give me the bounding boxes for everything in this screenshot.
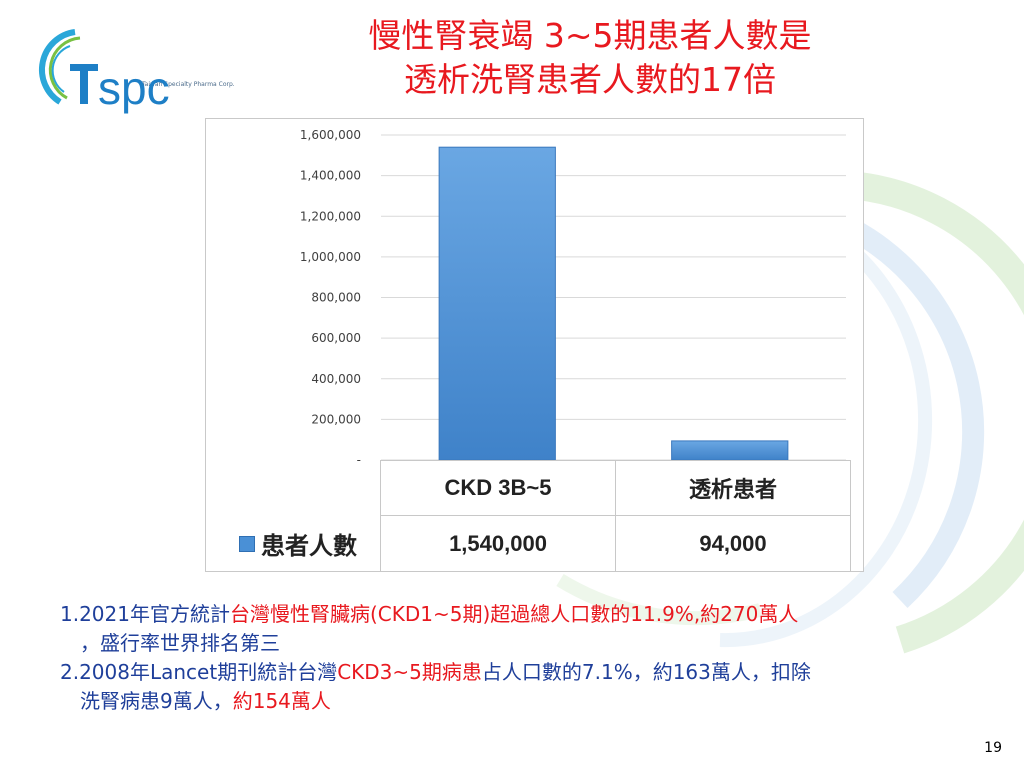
legend-entry: 患者人數: [228, 516, 381, 572]
note-2-part-d: 洗腎病患9萬人，: [80, 689, 233, 713]
legend-swatch: [239, 536, 255, 552]
category-label-0: CKD 3B~5: [380, 460, 616, 516]
note-2-part-b: CKD3~5期病患: [337, 660, 482, 684]
note-1-continued: ，盛行率世界排名第三: [60, 629, 990, 658]
value-label-0: 1,540,000: [380, 515, 616, 572]
y-tick-label: 1,400,000: [300, 169, 361, 183]
logo-text: spc: [98, 62, 170, 114]
title-line-2: 透析洗腎患者人數的17倍: [404, 60, 776, 99]
title-line-1: 慢性腎衰竭 3~5期患者人數是: [368, 16, 812, 55]
chart-data-table: CKD 3B~5 透析患者 患者人數 1,540,000 94,000: [228, 460, 851, 572]
note-1-part-c: 11.9%,約270萬人: [630, 602, 799, 626]
table-corner: [228, 461, 381, 516]
note-1-part-d: ，盛行率世界排名第三: [80, 631, 280, 655]
slide-title: 慢性腎衰竭 3~5期患者人數是 透析洗腎患者人數的17倍: [240, 14, 940, 102]
note-2: 2.2008年Lancet期刊統計台灣CKD3~5期病患占人口數的7.1%，約1…: [60, 658, 990, 687]
category-label-1: 透析患者: [615, 460, 851, 516]
company-logo: Taiwan Specialty Pharma Corp. spc: [30, 20, 235, 120]
page-number: 19: [984, 740, 1002, 756]
note-1-part-a: 1.2021年官方統計: [60, 602, 230, 626]
note-2-part-e: 約154萬人: [232, 689, 331, 713]
legend-label: 患者人數: [261, 532, 357, 560]
note-1-part-b: 台灣慢性腎臟病(CKD1~5期)超過總人口數的: [229, 602, 631, 626]
logo-mark: [38, 29, 98, 105]
y-tick-label: -: [357, 453, 361, 467]
value-label-1: 94,000: [615, 515, 851, 572]
note-2-part-c: 占人口數的7.1%，約163萬人，扣除: [481, 660, 811, 684]
y-tick-label: 1,200,000: [300, 209, 361, 223]
note-1: 1.2021年官方統計台灣慢性腎臟病(CKD1~5期)超過總人口數的11.9%,…: [60, 600, 990, 629]
note-2-part-a: 2.2008年Lancet期刊統計台灣: [60, 660, 338, 684]
bar-0: [438, 146, 556, 461]
logo-tagline: Taiwan Specialty Pharma Corp.: [142, 81, 235, 88]
y-tick-label: 1,600,000: [300, 128, 361, 142]
footnotes: 1.2021年官方統計台灣慢性腎臟病(CKD1~5期)超過總人口數的11.9%,…: [60, 600, 990, 716]
note-2-continued: 洗腎病患9萬人，約154萬人: [60, 687, 990, 716]
y-tick-label: 400,000: [311, 372, 361, 386]
y-tick-label: 200,000: [311, 412, 361, 426]
bar-1: [671, 440, 789, 461]
y-tick-label: 800,000: [311, 291, 361, 305]
logo-wordmark: spc: [98, 62, 170, 114]
y-tick-label: 1,000,000: [300, 250, 361, 264]
y-tick-label: 600,000: [311, 331, 361, 345]
